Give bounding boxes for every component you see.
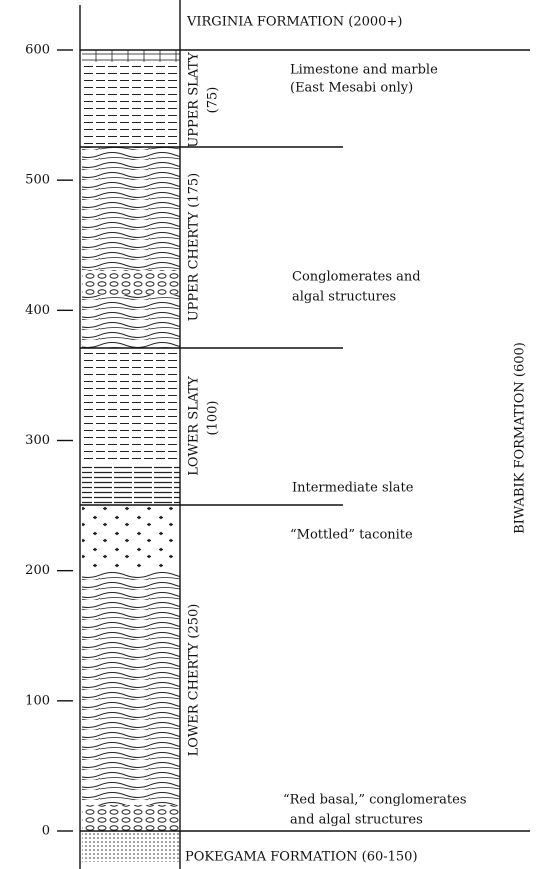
unit-label: UPPER CHERTY (175) (187, 173, 202, 322)
unit-label: LOWER CHERTY (250) (187, 604, 202, 757)
tick-label: 300 (25, 433, 50, 448)
tick-label: 400 (25, 303, 50, 318)
note: and algal structures (290, 813, 423, 828)
note: “Mottled” taconite (290, 528, 413, 543)
note: algal structures (292, 290, 396, 305)
unit-label: LOWER SLATY (187, 376, 202, 476)
tick-label: 0 (42, 824, 50, 839)
note: Conglomerates and (292, 270, 421, 285)
note: (East Mesabi only) (290, 81, 413, 96)
top-formation: VIRGINIA FORMATION (2000+) (186, 15, 402, 30)
note: Limestone and marble (290, 63, 438, 78)
tick-label: 200 (25, 563, 50, 578)
unit-thickness: (100) (206, 401, 221, 436)
column (82, 50, 180, 862)
note: “Red basal,” conglomerates (283, 793, 467, 808)
note: Intermediate slate (292, 481, 414, 496)
side-formation: BIWABIK FORMATION (600) (513, 342, 528, 534)
tick-label: 100 (25, 693, 50, 708)
bottom-formation: POKEGAMA FORMATION (60-150) (185, 850, 418, 865)
unit-thickness: (75) (206, 87, 221, 114)
unit-label: UPPER SLATY (187, 52, 202, 148)
tick-label: 600 (25, 43, 50, 58)
lines (79, 0, 530, 869)
tick-label: 500 (25, 173, 50, 188)
